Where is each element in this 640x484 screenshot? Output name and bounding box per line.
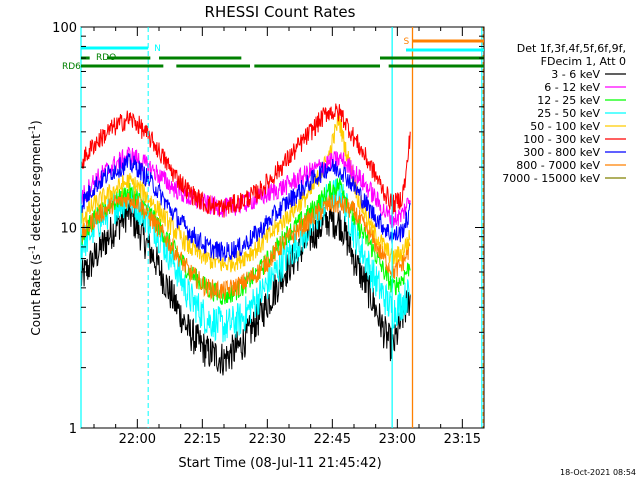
x-tick-label-4: 23:00 <box>379 432 416 447</box>
legend-label-4: 50 - 100 keV <box>530 120 600 133</box>
x-tick-label-2: 22:30 <box>249 432 286 447</box>
series-line-5 <box>80 103 411 218</box>
legend-label-5: 100 - 300 keV <box>523 133 600 146</box>
x-tick-label-3: 22:45 <box>314 432 351 447</box>
series-layer <box>80 103 411 376</box>
legend-label-7: 800 - 7000 keV <box>516 159 600 172</box>
legend-label-1: 6 - 12 keV <box>544 81 600 94</box>
s-label: S <box>404 37 410 47</box>
x-axis-label: Start Time (08-Jul-11 21:45:42) <box>178 456 381 471</box>
legend-label-8: 7000 - 15000 keV <box>502 172 600 185</box>
series-line-1 <box>80 146 411 228</box>
y-axis-label-exponent-2: -1 <box>28 125 38 134</box>
x-axis: 22:00 22:15 22:30 22:45 23:00 23:15 <box>93 27 485 447</box>
legend-header-detectors: Det 1f,3f,4f,5f,6f,9f, <box>517 42 626 55</box>
y-tick-label-0: 1 <box>69 422 77 437</box>
x-tick-label-0: 22:00 <box>119 432 156 447</box>
series-line-6 <box>80 153 411 262</box>
y-tick-label-1: 10 <box>60 222 77 237</box>
y-axis: 1 10 100 <box>52 21 484 437</box>
y-axis-label-main: Count Rate (s <box>29 254 43 336</box>
n-label: N <box>154 44 161 54</box>
x-tick-label-5: 23:15 <box>444 432 481 447</box>
legend-header-decimation: FDecim 1, Att 0 <box>541 55 626 68</box>
rdo-label: RDO <box>96 53 116 63</box>
y-axis-label: Count Rate (s-1 detector segment-1) <box>28 120 43 335</box>
y-axis-label-mid: detector segment <box>29 134 43 245</box>
y-axis-label-end: ) <box>29 120 43 125</box>
y-axis-label-exponent-1: -1 <box>28 245 38 254</box>
x-tick-label-1: 22:15 <box>184 432 221 447</box>
legend-label-6: 300 - 800 keV <box>523 146 600 159</box>
legend-label-0: 3 - 6 keV <box>551 68 600 81</box>
legend: Det 1f,3f,4f,5f,6f,9f, FDecim 1, Att 0 3… <box>502 42 626 185</box>
legend-label-2: 12 - 25 keV <box>537 94 600 107</box>
annotation-layer: N S RDO RD6 <box>62 27 484 428</box>
chart-title: RHESSI Count Rates <box>205 3 356 21</box>
footer-timestamp: 18-Oct-2021 08:54 <box>560 468 636 477</box>
series-line-0 <box>80 195 411 376</box>
series-line-7 <box>80 192 411 301</box>
series-line-3 <box>80 175 411 343</box>
rd6-label: RD6 <box>62 62 81 72</box>
legend-label-3: 25 - 50 keV <box>537 107 600 120</box>
y-tick-label-2: 100 <box>52 21 77 36</box>
